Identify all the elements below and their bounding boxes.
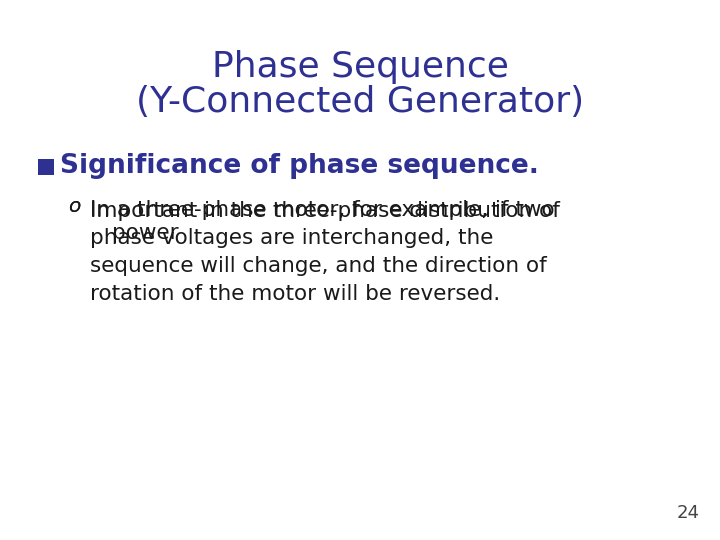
Text: o: o: [68, 197, 81, 215]
Text: power: power: [112, 223, 179, 243]
Text: (Y-Connected Generator): (Y-Connected Generator): [136, 85, 584, 119]
Text: o: o: [68, 198, 81, 217]
Text: Significance of phase sequence.: Significance of phase sequence.: [60, 153, 539, 179]
Text: Phase Sequence: Phase Sequence: [212, 50, 508, 84]
Text: 24: 24: [677, 504, 700, 522]
Text: Important in the three-phase distribution of: Important in the three-phase distributio…: [90, 201, 560, 221]
Text: In a three-phase motor, for example, if two
phase voltages are interchanged, the: In a three-phase motor, for example, if …: [90, 200, 554, 304]
Bar: [38, 159, 54, 175]
